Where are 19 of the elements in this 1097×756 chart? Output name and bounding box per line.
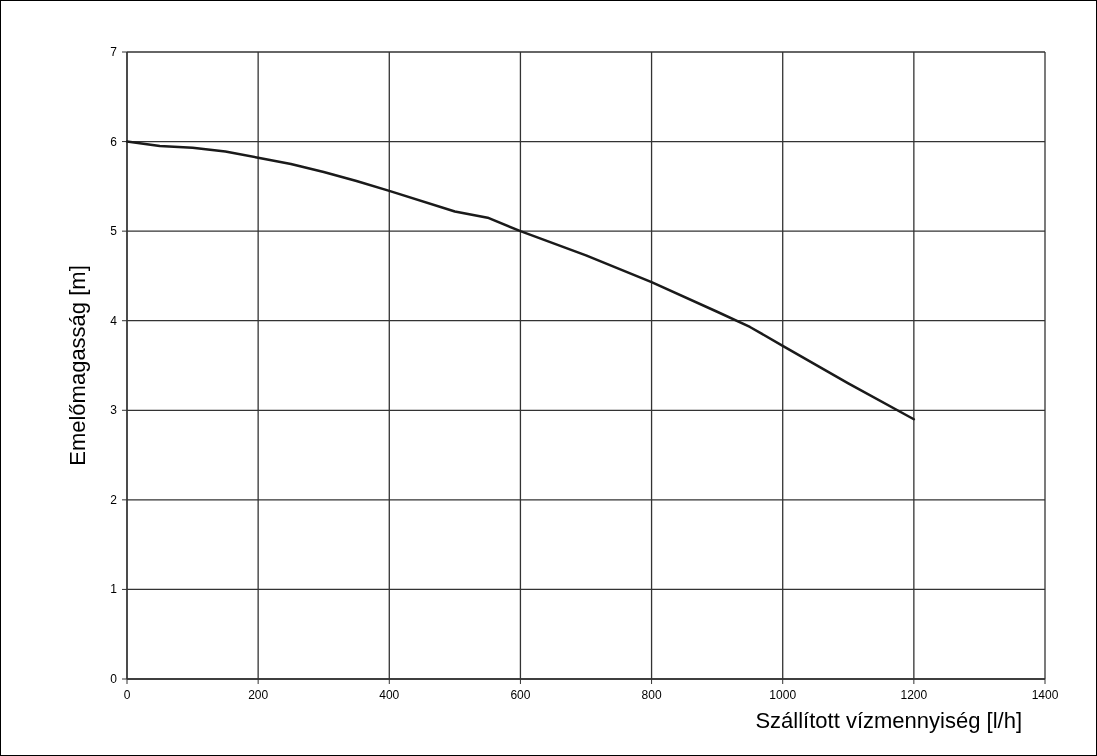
y-tick-label: 2	[110, 492, 118, 507]
y-tick-label: 3	[110, 403, 118, 418]
y-axis-title: Emelőmagasság [m]	[65, 265, 90, 466]
x-tick-label: 1400	[1031, 688, 1059, 702]
x-tick-label: 1000	[769, 688, 797, 702]
x-tick-label: 0	[123, 688, 131, 702]
x-tick-label: 200	[248, 688, 269, 702]
y-tick-label: 4	[110, 313, 118, 328]
y-tick-label: 7	[110, 45, 118, 59]
y-tick-label: 6	[110, 134, 118, 149]
y-tick-label: 1	[110, 582, 118, 597]
x-tick-label: 800	[641, 688, 662, 702]
x-axis-title: Szállított vízmennyiség [l/h]	[755, 708, 1022, 733]
y-tick-label: 5	[110, 224, 118, 239]
x-tick-label: 600	[510, 688, 531, 702]
y-tick-label: 0	[110, 672, 118, 686]
x-tick-label: 400	[379, 688, 400, 702]
line-series	[125, 140, 916, 421]
x-tick-label: 1200	[900, 688, 928, 702]
